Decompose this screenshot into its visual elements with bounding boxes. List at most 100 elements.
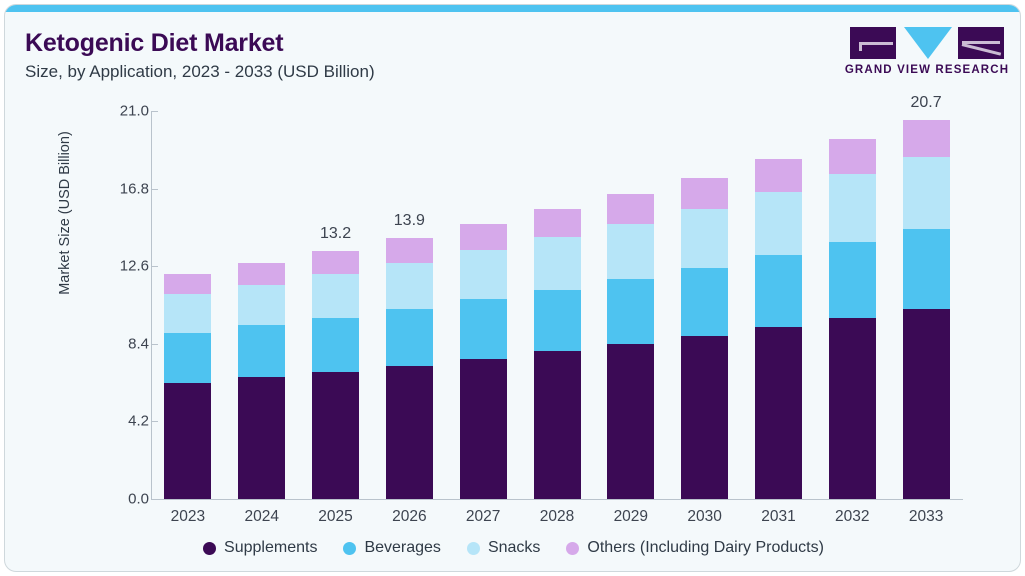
bar-segment-others[interactable] (312, 251, 360, 274)
x-axis-tick-label: 2029 (613, 508, 649, 525)
bar-segment-beverages[interactable] (902, 229, 950, 309)
y-axis-tick-mark (151, 421, 158, 423)
bar-value-label: 20.7 (910, 94, 942, 112)
x-axis-tick-label: 2028 (539, 508, 575, 525)
bar-segment-others[interactable] (607, 194, 655, 224)
bar-column[interactable] (754, 111, 802, 499)
bar-column[interactable] (681, 111, 729, 499)
y-axis-tick-label: 0.0 (128, 490, 149, 508)
bar-segment-snacks[interactable] (459, 249, 507, 300)
bar-segment-snacks[interactable] (312, 273, 360, 318)
bar-column[interactable] (459, 111, 507, 499)
bar-segment-others[interactable] (754, 159, 802, 193)
bar-segment-beverages[interactable] (385, 308, 433, 366)
bar-segment-supplements[interactable] (533, 351, 581, 499)
bar-segment-beverages[interactable] (312, 317, 360, 372)
bar-segment-supplements[interactable] (607, 343, 655, 499)
y-axis-label: Market Size (USD Billion) (57, 131, 73, 295)
bar-segment-others[interactable] (902, 120, 950, 158)
logo-r-icon (958, 27, 1004, 59)
bar-segment-others[interactable] (681, 177, 729, 209)
bar-segment-supplements[interactable] (902, 308, 950, 499)
bar-segment-others[interactable] (828, 138, 876, 174)
bar-segment-others[interactable] (533, 208, 581, 237)
legend-color-swatch-icon (343, 541, 357, 555)
y-axis-tick-mark (151, 266, 158, 268)
bar-column[interactable] (312, 111, 360, 499)
y-axis-tick-label: 12.6 (119, 257, 149, 275)
plot-area: Market Size (USD Billion) 0.0 4.2 8.4 12.6 1… (5, 5, 1020, 571)
bar-segment-supplements[interactable] (754, 327, 802, 499)
legend-label: Supplements (224, 539, 318, 556)
bar-segment-snacks[interactable] (902, 157, 950, 230)
bar-segment-supplements[interactable] (385, 365, 433, 499)
bar-segment-supplements[interactable] (238, 377, 286, 499)
x-axis-tick-label: 2023 (170, 508, 206, 525)
bar-segment-beverages[interactable] (459, 299, 507, 359)
bar-segment-snacks[interactable] (385, 262, 433, 309)
bar-column[interactable] (902, 111, 950, 499)
bar-column[interactable] (828, 111, 876, 499)
logo-g-icon (850, 27, 896, 59)
logo-wordmark: GRAND VIEW RESEARCH (844, 64, 1010, 76)
bar-segment-snacks[interactable] (754, 192, 802, 256)
bar-segment-snacks[interactable] (828, 173, 876, 243)
bar-segment-beverages[interactable] (828, 242, 876, 318)
grand-view-research-logo: GRAND VIEW RESEARCH (842, 27, 1008, 81)
y-axis-tick-label: 8.4 (128, 335, 149, 353)
bar-column[interactable] (533, 111, 581, 499)
bar-segment-snacks[interactable] (238, 284, 286, 326)
x-axis-tick-label: 2032 (835, 508, 870, 525)
legend-label: Snacks (487, 539, 541, 556)
x-axis-tick-label: 2033 (908, 508, 944, 525)
bar-segment-others[interactable] (459, 223, 507, 250)
legend-item[interactable]: Others (Including Dairy Products) (566, 539, 824, 557)
bar-segment-supplements[interactable] (459, 358, 507, 499)
y-axis-tick-mark (151, 188, 158, 190)
legend-label: Beverages (364, 539, 441, 556)
bar-segment-beverages[interactable] (238, 325, 286, 378)
bar-column[interactable] (164, 111, 212, 499)
bar-segment-snacks[interactable] (164, 293, 212, 333)
accent-top-bar (5, 5, 1020, 12)
x-axis-tick-label: 2024 (244, 508, 279, 525)
bar-segment-snacks[interactable] (607, 223, 655, 280)
y-axis-tick-mark (151, 343, 158, 345)
bar-segment-beverages[interactable] (681, 268, 729, 337)
y-axis-tick-label: 4.2 (128, 412, 149, 430)
bar-column[interactable] (238, 111, 286, 499)
y-axis-tick-mark (151, 111, 158, 112)
bar-column[interactable] (607, 111, 655, 499)
y-axis-line (151, 111, 152, 500)
bar-segment-snacks[interactable] (681, 208, 729, 269)
bar-segment-others[interactable] (164, 273, 212, 294)
bar-segment-supplements[interactable] (681, 336, 729, 499)
x-axis-tick-label: 2027 (465, 508, 501, 525)
chart-card: Ketogenic Diet Market Size, by Applicati… (4, 4, 1021, 572)
legend-item[interactable]: Snacks (466, 539, 541, 557)
bar-segment-supplements[interactable] (164, 382, 212, 499)
bar-column[interactable] (385, 111, 433, 499)
bar-segment-others[interactable] (238, 262, 286, 285)
bar-segment-supplements[interactable] (312, 371, 360, 499)
bar-segment-others[interactable] (385, 238, 433, 263)
chart-subtitle: Size, by Application, 2023 - 2033 (USD B… (25, 62, 375, 81)
legend-item[interactable]: Supplements (203, 539, 317, 557)
x-axis-tick-label: 2030 (687, 508, 722, 525)
bar-segment-beverages[interactable] (164, 332, 212, 383)
bar-segment-snacks[interactable] (533, 236, 581, 291)
bar-segment-beverages[interactable] (533, 290, 581, 352)
bar-segment-supplements[interactable] (828, 317, 876, 499)
bar-value-label: 13.2 (319, 225, 352, 243)
legend-color-swatch-icon (466, 541, 480, 555)
bar-value-label: 13.9 (393, 212, 425, 230)
x-axis-tick-label: 2025 (318, 508, 353, 525)
x-axis-line (151, 499, 963, 500)
bar-segment-beverages[interactable] (607, 279, 655, 344)
legend-color-swatch-icon (203, 541, 217, 555)
legend-item[interactable]: Beverages (343, 539, 441, 557)
x-axis-tick-label: 2026 (392, 508, 427, 525)
y-axis-tick-mark (151, 499, 158, 500)
y-axis-tick-label: 21.0 (119, 102, 149, 120)
bar-segment-beverages[interactable] (754, 255, 802, 328)
